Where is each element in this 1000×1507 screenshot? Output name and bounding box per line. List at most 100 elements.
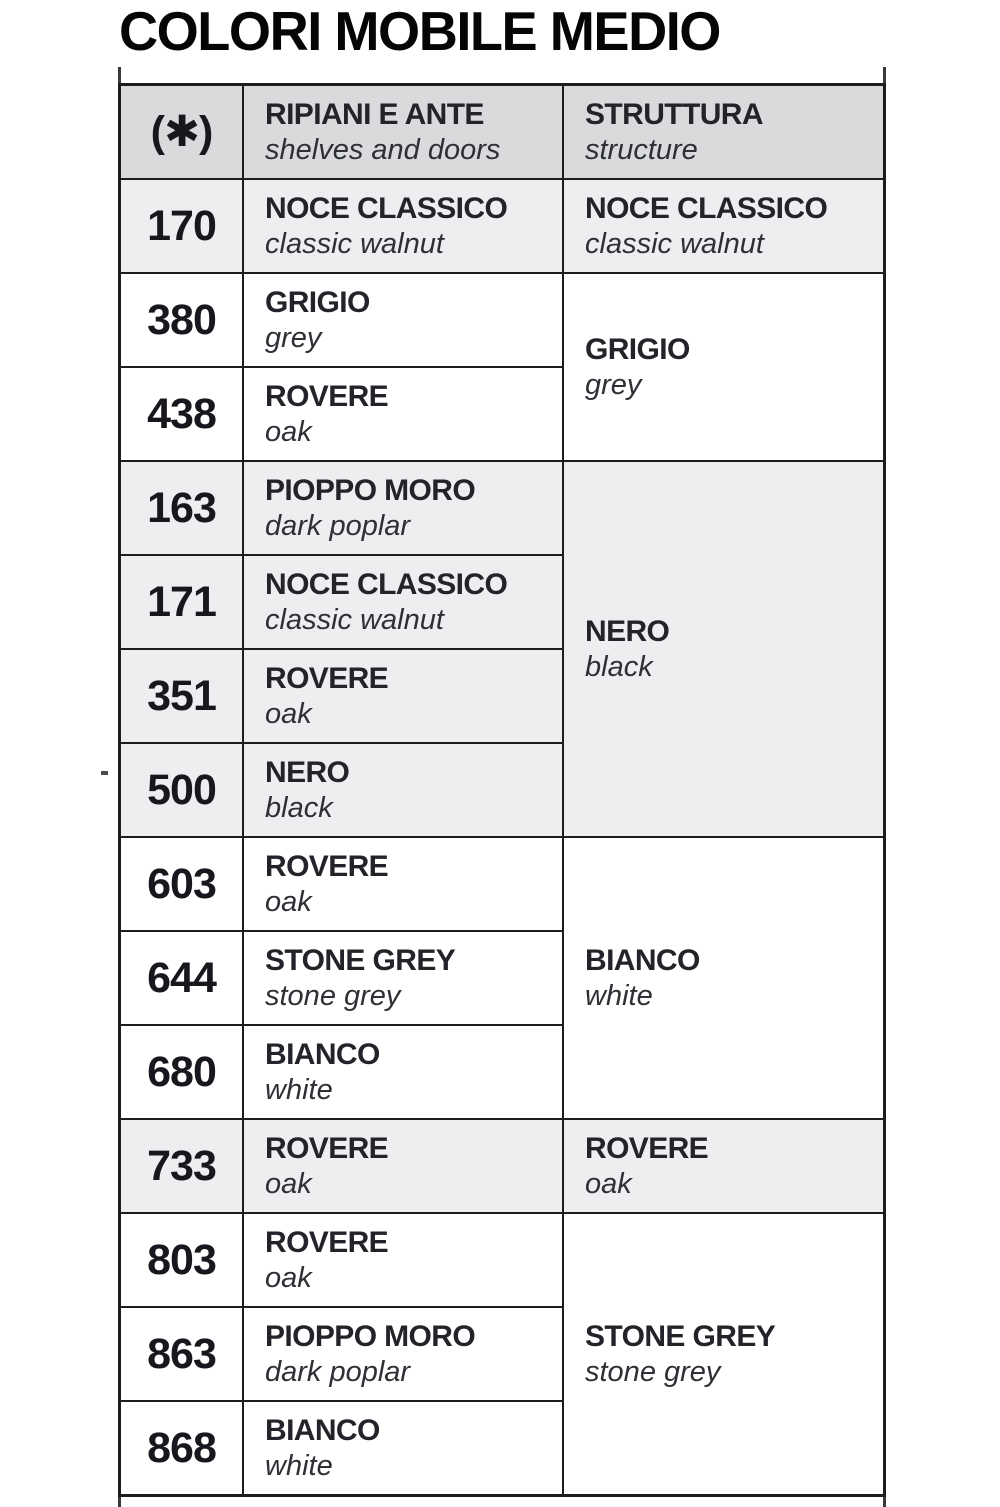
crop-mark-top-right — [883, 67, 886, 83]
code-cell: 863 — [121, 1308, 242, 1400]
color-name-en: oak — [265, 416, 312, 448]
color-name-en: oak — [265, 886, 312, 918]
shelves-doors-color-cell: BIANCO white — [244, 1402, 562, 1494]
color-code: 680 — [147, 1047, 217, 1096]
shelves-doors-color-cell: ROVERE oak — [244, 1120, 562, 1212]
header-struttura-it: STRUTTURA — [585, 98, 764, 131]
color-name-it: BIANCO — [265, 1414, 380, 1447]
color-code: 351 — [147, 671, 217, 720]
shelves-doors-color-cell: NOCE CLASSICO classic walnut — [244, 556, 562, 648]
color-code: 380 — [147, 295, 217, 344]
color-name-it: GRIGIO — [265, 286, 370, 319]
crop-mark-top-left — [118, 67, 121, 83]
structure-color-cell: ROVERE oak — [564, 1120, 883, 1212]
structure-name-en: grey — [585, 369, 642, 401]
color-code: 603 — [147, 859, 217, 908]
shelves-doors-color-cell: NOCE CLASSICO classic walnut — [244, 180, 562, 272]
structure-name-en: black — [585, 651, 653, 683]
crop-mark-bottom-right — [883, 1492, 886, 1507]
color-code: 644 — [147, 953, 217, 1002]
color-name-it: PIOPPO MORO — [265, 474, 476, 507]
structure-name-it: STONE GREY — [585, 1320, 776, 1353]
color-name-en: grey — [265, 322, 322, 354]
code-cell: 170 — [121, 180, 242, 272]
color-name-en: classic walnut — [265, 604, 444, 636]
color-name-en: white — [265, 1074, 333, 1106]
structure-color-cell: BIANCO white — [564, 838, 883, 1118]
header-ripiani-e-ante: RIPIANI E ANTE shelves and doors — [244, 86, 562, 178]
header-ripiani-it: RIPIANI E ANTE — [265, 98, 484, 131]
color-code: 500 — [147, 765, 217, 814]
stray-print-mark — [101, 771, 108, 775]
color-name-en: stone grey — [265, 980, 401, 1012]
code-cell: 803 — [121, 1214, 242, 1306]
structure-name-en: oak — [585, 1168, 632, 1200]
code-cell: 171 — [121, 556, 242, 648]
color-name-it: ROVERE — [265, 850, 389, 883]
structure-name-it: NOCE CLASSICO — [585, 192, 828, 225]
structure-name-it: GRIGIO — [585, 333, 690, 366]
shelves-doors-color-cell: ROVERE oak — [244, 368, 562, 460]
structure-name-en: classic walnut — [585, 228, 764, 260]
structure-name-it: ROVERE — [585, 1132, 709, 1165]
header-ripiani-en: shelves and doors — [265, 134, 501, 166]
color-name-en: white — [265, 1450, 333, 1482]
color-name-it: BIANCO — [265, 1038, 380, 1071]
structure-name-it: NERO — [585, 615, 670, 648]
shelves-doors-color-cell: STONE GREY stone grey — [244, 932, 562, 1024]
color-name-en: dark poplar — [265, 510, 411, 542]
structure-color-cell: STONE GREY stone grey — [564, 1214, 883, 1494]
color-code: 438 — [147, 389, 217, 438]
color-code: 171 — [147, 577, 217, 626]
code-cell: 351 — [121, 650, 242, 742]
header-struttura: STRUTTURA structure — [564, 86, 883, 178]
code-cell: 680 — [121, 1026, 242, 1118]
color-name-it: ROVERE — [265, 662, 389, 695]
color-name-it: ROVERE — [265, 1132, 389, 1165]
color-name-it: ROVERE — [265, 1226, 389, 1259]
color-name-en: oak — [265, 698, 312, 730]
color-name-en: black — [265, 792, 333, 824]
structure-color-cell: GRIGIO grey — [564, 274, 883, 460]
color-name-it: PIOPPO MORO — [265, 1320, 476, 1353]
code-cell: 733 — [121, 1120, 242, 1212]
shelves-doors-color-cell: GRIGIO grey — [244, 274, 562, 366]
code-cell: 603 — [121, 838, 242, 930]
code-cell: 500 — [121, 744, 242, 836]
structure-color-cell: NERO black — [564, 462, 883, 836]
color-name-it: NERO — [265, 756, 350, 789]
color-code: 863 — [147, 1329, 217, 1378]
color-name-en: oak — [265, 1168, 312, 1200]
shelves-doors-color-cell: ROVERE oak — [244, 650, 562, 742]
code-cell: 644 — [121, 932, 242, 1024]
color-code: 868 — [147, 1423, 217, 1472]
color-code: 803 — [147, 1235, 217, 1284]
color-code: 170 — [147, 201, 217, 250]
color-name-it: NOCE CLASSICO — [265, 568, 508, 601]
color-name-en: dark poplar — [265, 1356, 411, 1388]
page-title: COLORI MOBILE MEDIO — [119, 0, 721, 62]
structure-name-en: white — [585, 980, 653, 1012]
code-cell: 380 — [121, 274, 242, 366]
shelves-doors-color-cell: PIOPPO MORO dark poplar — [244, 462, 562, 554]
header-struttura-en: structure — [585, 134, 698, 166]
color-code: 163 — [147, 483, 217, 532]
shelves-doors-color-cell: PIOPPO MORO dark poplar — [244, 1308, 562, 1400]
code-cell: 163 — [121, 462, 242, 554]
color-name-it: ROVERE — [265, 380, 389, 413]
shelves-doors-color-cell: BIANCO white — [244, 1026, 562, 1118]
code-cell: 868 — [121, 1402, 242, 1494]
color-code: 733 — [147, 1141, 217, 1190]
color-name-en: classic walnut — [265, 228, 444, 260]
code-cell: 438 — [121, 368, 242, 460]
shelves-doors-color-cell: NERO black — [244, 744, 562, 836]
color-name-it: STONE GREY — [265, 944, 456, 977]
shelves-doors-color-cell: ROVERE oak — [244, 838, 562, 930]
header-asterisk-cell: (✱) — [121, 86, 242, 178]
structure-name-en: stone grey — [585, 1356, 721, 1388]
structure-name-it: BIANCO — [585, 944, 700, 977]
color-name-it: NOCE CLASSICO — [265, 192, 508, 225]
crop-mark-bottom-left — [118, 1492, 121, 1507]
colors-table: (✱) RIPIANI E ANTE shelves and doors STR… — [118, 83, 886, 1497]
